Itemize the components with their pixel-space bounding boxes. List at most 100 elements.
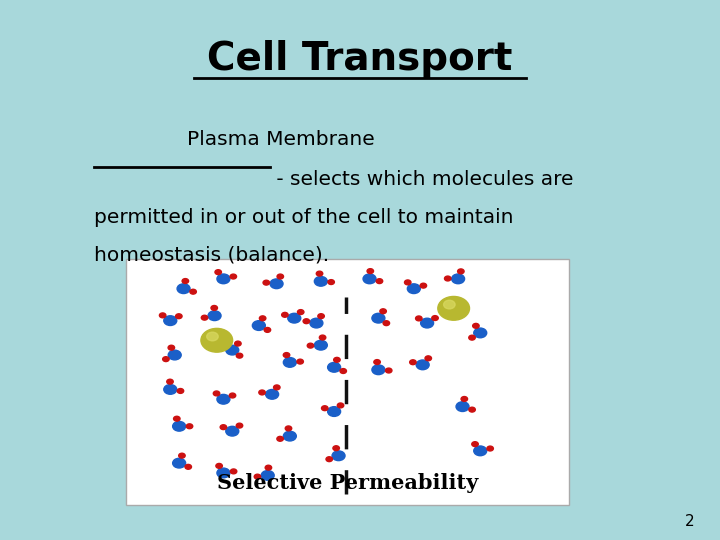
Circle shape [288, 313, 301, 323]
Text: - selects which molecules are: - selects which molecules are [270, 170, 574, 189]
Circle shape [322, 406, 328, 410]
Circle shape [372, 313, 385, 323]
Circle shape [432, 315, 438, 320]
Circle shape [236, 353, 243, 358]
Text: permitted in or out of the cell to maintain: permitted in or out of the cell to maint… [94, 208, 513, 227]
Circle shape [328, 407, 341, 416]
Circle shape [177, 388, 184, 393]
Circle shape [487, 446, 493, 451]
Circle shape [416, 360, 429, 370]
Circle shape [215, 269, 222, 274]
Circle shape [320, 335, 326, 340]
Circle shape [307, 343, 314, 348]
Circle shape [217, 394, 230, 404]
Circle shape [284, 431, 297, 441]
Circle shape [217, 468, 230, 478]
Circle shape [265, 465, 271, 470]
Circle shape [266, 389, 279, 399]
Circle shape [208, 311, 221, 321]
Circle shape [230, 469, 237, 474]
Circle shape [164, 316, 177, 326]
Text: Plasma Membrane: Plasma Membrane [187, 130, 375, 148]
Circle shape [254, 474, 261, 479]
Circle shape [332, 451, 345, 461]
Circle shape [217, 274, 230, 284]
Circle shape [185, 464, 192, 469]
Text: homeostasis (balance).: homeostasis (balance). [94, 246, 329, 265]
Circle shape [163, 357, 169, 362]
Circle shape [469, 407, 475, 412]
Circle shape [451, 274, 464, 284]
Circle shape [374, 360, 380, 365]
Circle shape [174, 416, 180, 421]
Circle shape [333, 357, 340, 362]
Circle shape [283, 353, 289, 357]
Circle shape [297, 309, 304, 314]
Circle shape [177, 284, 190, 294]
Circle shape [383, 321, 390, 326]
Circle shape [159, 313, 166, 318]
Circle shape [472, 323, 479, 328]
Circle shape [326, 457, 333, 462]
Circle shape [167, 379, 174, 384]
Circle shape [261, 470, 274, 480]
Circle shape [220, 425, 227, 430]
Circle shape [328, 280, 334, 285]
Text: Selective Permeability: Selective Permeability [217, 473, 478, 493]
Circle shape [410, 360, 416, 365]
Circle shape [207, 332, 218, 341]
Circle shape [285, 426, 292, 431]
Circle shape [274, 385, 280, 390]
Circle shape [315, 276, 328, 286]
Circle shape [456, 402, 469, 411]
Circle shape [235, 341, 241, 346]
Circle shape [415, 316, 422, 321]
Circle shape [474, 328, 487, 338]
Circle shape [236, 423, 243, 428]
Bar [126, 259, 569, 505]
Circle shape [176, 314, 182, 319]
Circle shape [186, 424, 193, 429]
Circle shape [263, 280, 269, 285]
Circle shape [282, 313, 288, 318]
Circle shape [230, 274, 237, 279]
Circle shape [425, 356, 431, 361]
Circle shape [173, 421, 186, 431]
Circle shape [173, 458, 186, 468]
Circle shape [377, 279, 383, 284]
Circle shape [438, 296, 469, 320]
Text: 2: 2 [685, 514, 695, 529]
Circle shape [179, 453, 185, 458]
Circle shape [461, 396, 467, 401]
Circle shape [367, 269, 374, 274]
Circle shape [444, 276, 451, 281]
Circle shape [315, 340, 328, 350]
Circle shape [270, 279, 283, 288]
Circle shape [408, 284, 420, 294]
Circle shape [201, 328, 233, 352]
Circle shape [420, 318, 433, 328]
Circle shape [372, 365, 385, 375]
Circle shape [363, 274, 376, 284]
Circle shape [405, 280, 411, 285]
Circle shape [385, 368, 392, 373]
Circle shape [226, 345, 239, 355]
Circle shape [226, 427, 239, 436]
Circle shape [420, 283, 426, 288]
Circle shape [264, 327, 271, 332]
Circle shape [164, 384, 177, 394]
Circle shape [333, 446, 339, 450]
Circle shape [340, 369, 346, 374]
Circle shape [469, 335, 475, 340]
Circle shape [458, 269, 464, 274]
Circle shape [318, 314, 324, 319]
Circle shape [258, 390, 265, 395]
Circle shape [216, 463, 222, 468]
Circle shape [252, 321, 265, 330]
Circle shape [303, 319, 310, 323]
Circle shape [213, 391, 220, 396]
Circle shape [284, 357, 297, 367]
Circle shape [202, 315, 208, 320]
Circle shape [328, 362, 341, 372]
Circle shape [211, 306, 217, 310]
